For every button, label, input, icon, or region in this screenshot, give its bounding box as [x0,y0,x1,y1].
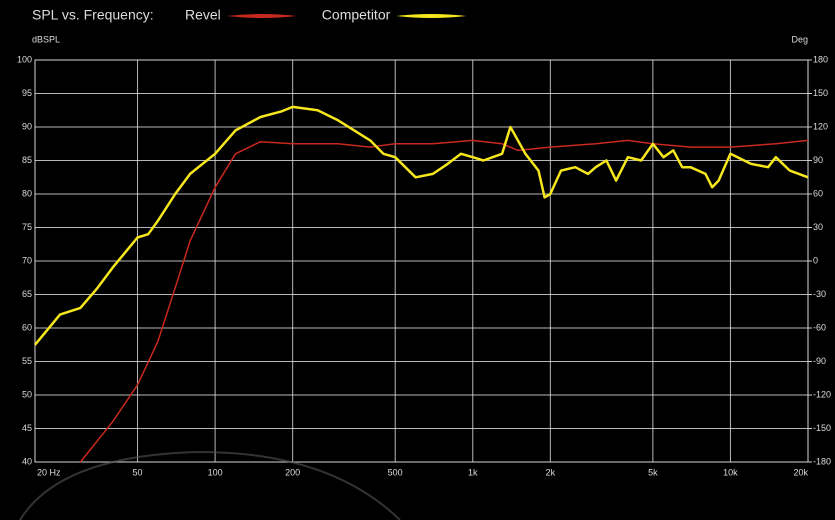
y-tick-label: 45 [22,423,32,433]
y2-tick-label: -60 [813,322,826,332]
legend-label: Revel [185,7,221,23]
x-tick-label: 5k [648,467,658,477]
x-tick-label: 20k [793,467,808,477]
legend-label: Competitor [322,7,391,23]
y2-tick-label: 0 [813,255,818,265]
y2-tick-label: 150 [813,88,828,98]
x-tick-label: 10k [723,467,738,477]
y-tick-label: 90 [22,121,32,131]
y2-tick-label: 90 [813,155,823,165]
y-tick-label: 70 [22,255,32,265]
y2-tick-label: -30 [813,289,826,299]
y2-tick-label: 30 [813,222,823,232]
y2-tick-label: 120 [813,121,828,131]
y-tick-label: 100 [17,54,32,64]
x-tick-label: 50 [133,467,143,477]
y-tick-label: 50 [22,389,32,399]
y-tick-label: 75 [22,222,32,232]
y-tick-label: 65 [22,289,32,299]
x-tick-label: 20 Hz [37,467,61,477]
x-tick-label: 100 [208,467,223,477]
plot: 40 45 50 55 60 65 70 75 80 85 90 95 100 -180 -150 -120 -… [17,54,831,477]
y-tick-label: 40 [22,456,32,466]
y-tick-label: 80 [22,188,32,198]
y2-tick-label: -150 [813,423,831,433]
x-tick-label: 500 [388,467,403,477]
y-tick-label: 60 [22,322,32,332]
x-tick-label: 1k [468,467,478,477]
y2-axis-label: Deg [791,34,808,44]
y2-tick-label: 180 [813,54,828,64]
chart: SPL vs. Frequency: dBSPL Deg Revel Compet… [0,0,835,520]
y-axis-label: dBSPL [32,34,60,44]
y2-tick-label: -90 [813,356,826,366]
x-tick-label: 2k [546,467,556,477]
y-tick-label: 95 [22,88,32,98]
chart-title: SPL vs. Frequency: [32,7,154,23]
y2-tick-label: -180 [813,456,831,466]
y2-tick-label: -120 [813,389,831,399]
y-tick-label: 85 [22,155,32,165]
y-tick-label: 55 [22,356,32,366]
x-tick-label: 200 [285,467,300,477]
y2-tick-label: 60 [813,188,823,198]
